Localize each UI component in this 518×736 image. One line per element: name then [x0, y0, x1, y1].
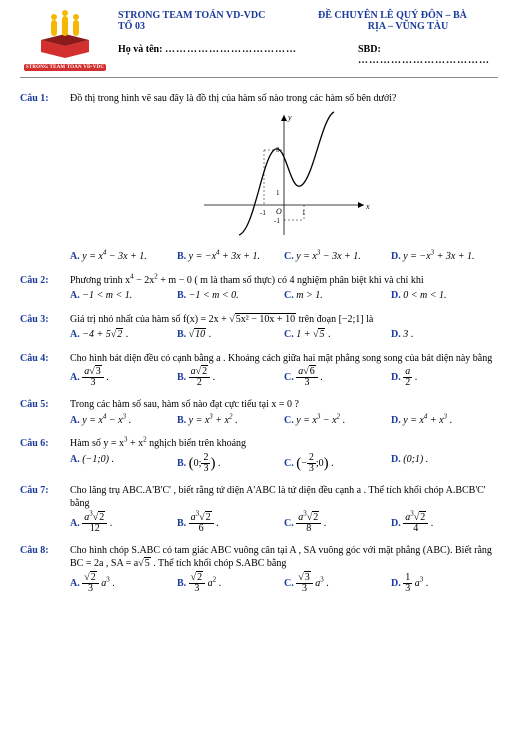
de-loc: RỊA – VŨNG TÀU — [318, 21, 498, 32]
axis-x-label: x — [365, 202, 370, 211]
question-4: Câu 4: Cho hình bát diện đều có cạnh bằn… — [20, 352, 498, 389]
sbd-field: SBD: ……………………………… — [358, 44, 498, 66]
q2-text: Phương trình x4 − 2x2 + m − 0 ( m là tha… — [70, 274, 498, 288]
q8-label: Câu 8: — [20, 544, 70, 594]
q4-text: Cho hình bát diện đều có cạnh bằng a . K… — [70, 352, 498, 366]
q1-opt-d: D. y = −x3 + 3x + 1. — [391, 250, 498, 264]
q2-opt-d: D. 0 < m < 1. — [391, 289, 498, 303]
q5-opt-a: A. y = x4 − x3 . — [70, 414, 177, 428]
q4-opt-a: A. a33 . — [70, 367, 177, 388]
q5-text: Trong các hàm số sau, hàm số nào đạt cực… — [70, 398, 498, 412]
q2-label: Câu 2: — [20, 274, 70, 303]
q7-opt-a: A. a3212 . — [70, 513, 177, 534]
q6-opt-b: B. (0;23) . — [177, 453, 284, 474]
q2-opt-a: A. −1 < m < 1. — [70, 289, 177, 303]
team-name: STRONG TEAM TOÁN VD-VDC — [118, 10, 318, 21]
q3-label: Câu 3: — [20, 313, 70, 342]
q8-opt-a: A. 23 a3 . — [70, 573, 177, 594]
question-8: Câu 8: Cho hình chóp S.ABC có tam giác A… — [20, 544, 498, 594]
q1-label: Câu 1: — [20, 92, 70, 264]
q3-text: Giá trị nhỏ nhất của hàm số f(x) = 2x + … — [70, 313, 498, 327]
q2-opt-b: B. −1 < m < 0. — [177, 289, 284, 303]
logo-ribbon: STRONG TEAM TOÁN VD-VDC — [24, 64, 106, 71]
name-field: Họ và tên: ……………………………… — [118, 44, 358, 66]
q6-label: Câu 6: — [20, 437, 70, 474]
question-2: Câu 2: Phương trình x4 − 2x2 + m − 0 ( m… — [20, 274, 498, 303]
logo-icon — [29, 10, 101, 60]
header-rule — [20, 77, 498, 78]
q7-opt-c: C. a328 . — [284, 513, 391, 534]
q6-text: Hàm số y = x3 + x2 nghịch biến trên khoả… — [70, 437, 498, 451]
q3-opt-d: D. 3 . — [391, 328, 498, 342]
q3-opt-b: B. 10 . — [177, 328, 284, 342]
q1-opt-b: B. y = −x4 + 3x + 1. — [177, 250, 284, 264]
q1-opt-a: A. y = x4 − 3x + 1. — [70, 250, 177, 264]
q3-opt-c: C. 1 + 5 . — [284, 328, 391, 342]
question-7: Câu 7: Cho lăng trụ ABC.A'B'C' , biết rằ… — [20, 484, 498, 534]
origin-label: O — [276, 207, 282, 216]
q2-opt-c: C. m > 1. — [284, 289, 391, 303]
q5-opt-d: D. y = x4 + x3 . — [391, 414, 498, 428]
q1-text: Đồ thị trong hình vẽ sau đây là đồ thị c… — [70, 92, 498, 106]
svg-text:1: 1 — [276, 189, 280, 197]
svg-text:-1: -1 — [260, 209, 266, 217]
q8-opt-b: B. 23 a2 . — [177, 573, 284, 594]
q4-opt-b: B. a22 . — [177, 367, 284, 388]
svg-text:-1: -1 — [274, 217, 280, 225]
question-5: Câu 5: Trong các hàm số sau, hàm số nào … — [20, 398, 498, 427]
q8-opt-d: D. 13 a3 . — [391, 573, 498, 594]
de-title: ĐỀ CHUYÊN LÊ QUÝ ĐÔN – BÀ — [318, 10, 498, 21]
q5-opt-b: B. y = x3 + x2 . — [177, 414, 284, 428]
q5-label: Câu 5: — [20, 398, 70, 427]
q8-opt-c: C. 33 a3 . — [284, 573, 391, 594]
question-1: Câu 1: Đồ thị trong hình vẽ sau đây là đ… — [20, 92, 498, 264]
q6-opt-c: C. (−23;0) . — [284, 453, 391, 474]
q6-opt-d: D. (0;1) . — [391, 453, 498, 474]
q8-text: Cho hình chóp S.ABC có tam giác ABC vuôn… — [70, 544, 498, 571]
q1-graph: x y O -1 1 1 3 -1 — [70, 110, 498, 245]
q7-label: Câu 7: — [20, 484, 70, 534]
to-label: TỔ 03 — [118, 21, 318, 32]
axis-y-label: y — [287, 113, 292, 122]
q7-opt-b: B. a326 . — [177, 513, 284, 534]
q4-label: Câu 4: — [20, 352, 70, 389]
q5-opt-c: C. y = x3 − x2 . — [284, 414, 391, 428]
q6-opt-a: A. (−1;0) . — [70, 453, 177, 474]
q7-opt-d: D. a324 . — [391, 513, 498, 534]
logo: STRONG TEAM TOÁN VD-VDC — [20, 10, 110, 71]
q4-opt-c: C. a63 . — [284, 367, 391, 388]
q7-text: Cho lăng trụ ABC.A'B'C' , biết rằng tứ d… — [70, 484, 498, 511]
question-3: Câu 3: Giá trị nhỏ nhất của hàm số f(x) … — [20, 313, 498, 342]
q4-opt-d: D. a2 . — [391, 367, 498, 388]
q3-opt-a: A. −4 + 52 . — [70, 328, 177, 342]
page-header: STRONG TEAM TOÁN VD-VDC STRONG TEAM TOÁN… — [20, 10, 498, 71]
q1-opt-c: C. y = x3 − 3x + 1. — [284, 250, 391, 264]
question-6: Câu 6: Hàm số y = x3 + x2 nghịch biến tr… — [20, 437, 498, 474]
